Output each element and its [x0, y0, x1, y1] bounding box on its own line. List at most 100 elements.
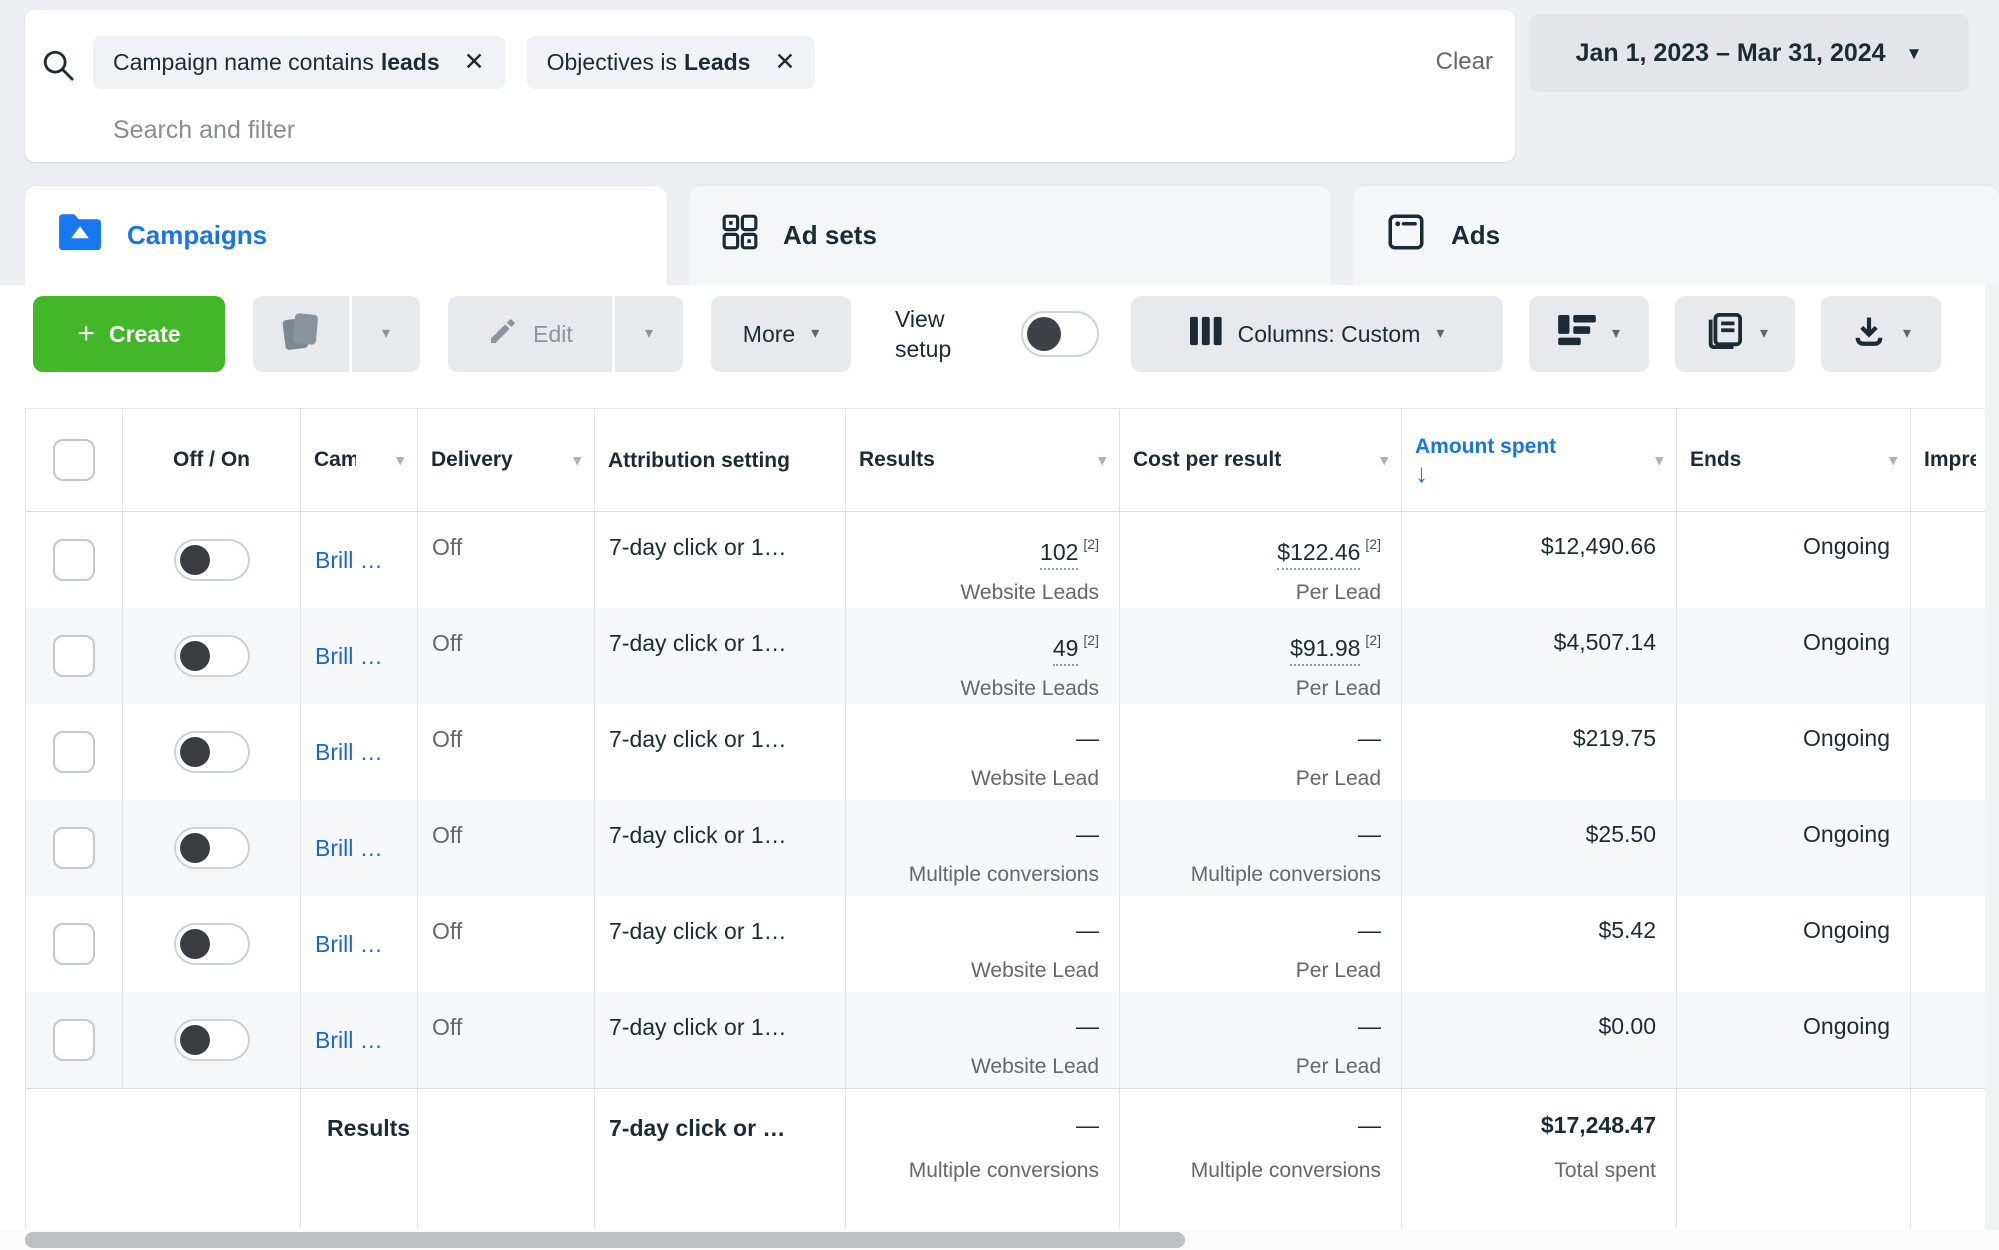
results-type: Multiple conversions [908, 863, 1099, 886]
row-checkbox[interactable] [53, 635, 95, 677]
campaign-off-on-toggle[interactable] [173, 1019, 250, 1061]
campaign-name-cell: Brill … [301, 992, 418, 1088]
results-value[interactable]: — [1076, 821, 1099, 847]
cost-per-result-value[interactable]: — [1358, 725, 1381, 751]
delivery-status: Off [432, 1014, 463, 1040]
ends-cell: Ongoing [1677, 800, 1911, 896]
ends-value: Ongoing [1803, 533, 1890, 559]
columns-button[interactable]: Columns: Custom ▾ [1131, 296, 1503, 372]
header-label: Amount spent [1415, 435, 1557, 458]
header-cost-per-result[interactable]: Cost per result ▾ [1120, 409, 1402, 511]
chevron-down-icon[interactable]: ▾ [396, 452, 404, 469]
totals-delivery-cell [418, 1089, 595, 1228]
header-campaign[interactable]: Campaign ▾ [301, 409, 418, 511]
header-attribution[interactable]: Attribution setting [595, 409, 846, 511]
chevron-down-icon[interactable]: ▾ [573, 452, 581, 469]
cost-per-result-type: Per Lead [1295, 580, 1381, 604]
delivery-status: Off [432, 630, 463, 656]
more-label: More [742, 320, 796, 347]
row-checkbox[interactable] [53, 923, 95, 965]
row-toggle-cell [123, 896, 301, 992]
row-checkbox[interactable] [53, 827, 95, 869]
campaign-name-link[interactable]: Brill … [315, 738, 383, 765]
results-type: Website Lead [970, 959, 1099, 982]
results-value[interactable]: — [1076, 917, 1099, 943]
breakdown-button[interactable]: ▾ [1529, 296, 1649, 372]
header-amount-spent[interactable]: Amount spent ↓ ▾ [1402, 409, 1677, 511]
create-button[interactable]: + Create [33, 296, 225, 372]
close-icon[interactable]: ✕ [463, 48, 485, 76]
chevron-down-icon[interactable]: ▾ [1655, 452, 1663, 469]
ends-cell: Ongoing [1677, 608, 1911, 704]
delivery-cell: Off [418, 800, 595, 896]
row-toggle-cell [123, 704, 301, 800]
cost-per-result-value[interactable]: — [1358, 1013, 1381, 1039]
header-off-on: Off / On [123, 409, 301, 511]
campaign-off-on-toggle[interactable] [173, 731, 250, 773]
filter-chip-objectives[interactable]: Objectives is Leads ✕ [526, 36, 816, 89]
results-cell: 49 [2] Website Leads [846, 608, 1120, 704]
campaign-name-link[interactable]: Brill … [315, 546, 383, 573]
filter-chip-campaign-name[interactable]: Campaign name contains leads ✕ [93, 36, 505, 89]
table-totals-row: Results 7-day click or … — Multiple conv… [26, 1088, 1999, 1228]
chevron-down-icon[interactable]: ▾ [1380, 452, 1388, 469]
results-value[interactable]: 49 [1052, 634, 1079, 666]
row-checkbox[interactable] [53, 539, 95, 581]
toggle-knob [179, 1025, 210, 1055]
campaign-name-link[interactable]: Brill … [315, 834, 383, 861]
row-checkbox[interactable] [53, 731, 95, 773]
attribution-setting: 7-day click or 1… [609, 726, 787, 752]
header-results[interactable]: Results ▾ [846, 409, 1120, 511]
results-value[interactable]: — [1076, 1013, 1099, 1039]
campaign-off-on-toggle[interactable] [173, 923, 250, 965]
edit-button[interactable]: Edit [448, 296, 612, 372]
reports-button[interactable]: ▾ [1675, 296, 1795, 372]
duplicate-control: ▾ [253, 296, 420, 372]
campaign-name-link[interactable]: Brill … [315, 642, 383, 669]
cost-per-result-type: Multiple conversions [1190, 863, 1381, 886]
more-button[interactable]: More ▾ [711, 296, 851, 372]
edit-dropdown-button[interactable]: ▾ [615, 296, 683, 372]
cost-per-result-value[interactable]: $122.46 [1277, 538, 1361, 570]
horizontal-scrollbar-thumb[interactable] [25, 1232, 1185, 1248]
chevron-down-icon[interactable]: ▾ [1889, 452, 1897, 469]
tab-ad-sets[interactable]: Ad sets [689, 186, 1331, 285]
duplicate-button[interactable] [253, 296, 349, 372]
tab-label: Campaigns [127, 220, 268, 250]
date-range-picker[interactable]: Jan 1, 2023 – Mar 31, 2024 ▼ [1529, 14, 1969, 92]
amount-spent-value: $219.75 [1572, 725, 1656, 751]
close-icon[interactable]: ✕ [774, 48, 796, 76]
chevron-down-icon: ▾ [1759, 325, 1769, 342]
cost-per-result-value[interactable]: — [1358, 821, 1381, 847]
header-label: Off / On [173, 448, 250, 471]
campaign-off-on-toggle[interactable] [173, 635, 250, 677]
campaign-name-link[interactable]: Brill … [315, 1026, 383, 1053]
campaign-name-link[interactable]: Brill … [315, 930, 383, 957]
attribution-setting: 7-day click or 1… [609, 630, 787, 656]
header-delivery[interactable]: Delivery ▾ [418, 409, 595, 511]
select-all-checkbox[interactable] [53, 439, 95, 481]
export-button[interactable]: ▾ [1821, 296, 1941, 372]
plus-icon: + [77, 317, 95, 350]
results-value[interactable]: 102 [1040, 538, 1079, 570]
campaign-off-on-toggle[interactable] [173, 539, 250, 581]
footnote-marker: [2] [1083, 632, 1099, 648]
chevron-down-icon[interactable]: ▾ [1098, 452, 1106, 469]
cost-per-result-value[interactable]: $91.98 [1290, 634, 1361, 666]
cost-per-result-value[interactable]: — [1358, 917, 1381, 943]
clear-filters-button[interactable]: Clear [1435, 48, 1493, 75]
vertical-scrollbar-gutter [1985, 285, 1999, 1250]
header-ends[interactable]: Ends ▾ [1677, 409, 1911, 511]
chevron-down-icon: ▾ [381, 325, 391, 342]
duplicate-icon [282, 310, 320, 358]
campaign-off-on-toggle[interactable] [173, 827, 250, 869]
row-checkbox[interactable] [53, 1019, 95, 1061]
header-impressions[interactable]: Impressions [1911, 409, 1999, 511]
tab-ads[interactable]: Ads [1353, 186, 1999, 285]
tab-campaigns[interactable]: Campaigns [25, 186, 667, 285]
view-setup-toggle[interactable] [1021, 311, 1099, 357]
attribution-cell: 7-day click or 1… [595, 896, 846, 992]
duplicate-dropdown-button[interactable]: ▾ [352, 296, 420, 372]
search-input[interactable]: Search and filter [113, 116, 296, 144]
results-value[interactable]: — [1076, 725, 1099, 751]
